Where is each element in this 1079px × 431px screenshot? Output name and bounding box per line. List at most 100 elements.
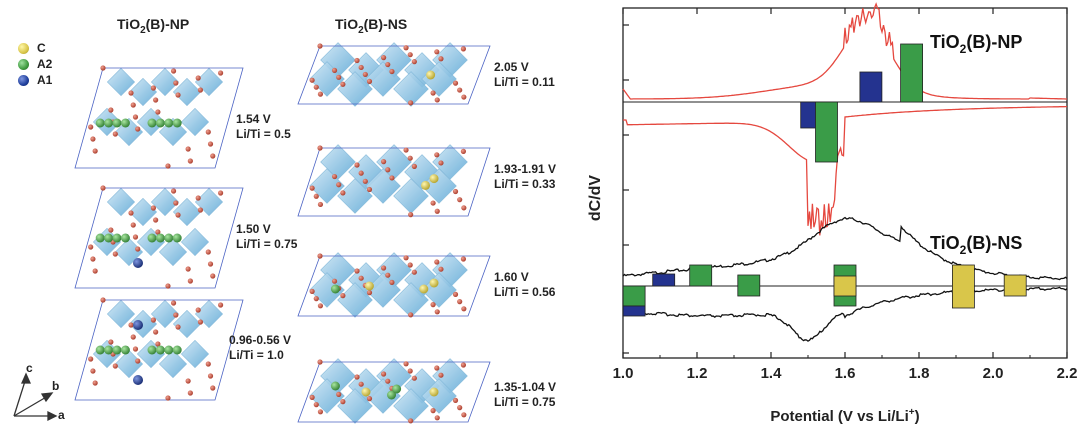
oxygen-atom	[340, 399, 346, 405]
oxygen-atom	[434, 415, 440, 421]
oxygen-atom	[403, 45, 409, 51]
oxygen-atom	[90, 368, 96, 374]
oxygen-atom	[381, 159, 387, 165]
oxygen-atom	[430, 90, 436, 96]
series-label-np: TiO2(B)-NP	[930, 32, 1022, 56]
c-lithium	[429, 174, 439, 184]
oxygen-atom	[434, 365, 440, 371]
x-tick-label: 1.4	[761, 365, 783, 382]
oxygen-atom	[385, 167, 391, 173]
np-structures	[74, 65, 244, 401]
a2-lithium	[172, 233, 182, 243]
oxygen-atom	[385, 272, 391, 278]
oxygen-atom	[173, 312, 179, 318]
crystal-structure	[74, 65, 244, 169]
oxygen-atom	[354, 268, 360, 274]
oxygen-atom	[185, 378, 191, 384]
oxygen-atom	[460, 46, 466, 52]
crystal-structure	[297, 42, 491, 107]
oxygen-atom	[92, 148, 98, 154]
a2-lithium	[147, 118, 157, 128]
crystal-structures	[13, 42, 491, 424]
ns-discharge-curve	[622, 286, 1068, 342]
a2-lithium	[164, 345, 174, 355]
octahedron	[180, 107, 210, 137]
oxygen-atom	[381, 265, 387, 271]
unit-cell	[297, 45, 491, 105]
oxygen-atom	[218, 190, 224, 196]
c-lithium	[361, 387, 371, 397]
oxygen-atom	[385, 61, 391, 68]
oxygen-atom	[130, 334, 136, 340]
oxygen-atom	[210, 385, 216, 391]
crystal-structure	[297, 252, 491, 318]
oxygen-atom	[135, 126, 141, 132]
ns-label-4: 1.35-1.04 V Li/Ti = 0.75	[494, 380, 557, 409]
oxygen-atom	[411, 163, 417, 169]
np-discharge-curve	[623, 105, 1067, 236]
oxygen-atom	[407, 52, 413, 58]
a1-site-icon	[18, 74, 29, 86]
ns-label-1: 2.05 V Li/Ti = 0.11	[494, 60, 555, 89]
oxygen-atom	[340, 293, 346, 299]
oxygen-atom	[153, 217, 159, 223]
oxygen-atom	[313, 84, 319, 90]
oxygen-atom	[309, 394, 315, 400]
oxygen-atom	[175, 92, 181, 98]
oxygen-atom	[408, 212, 414, 218]
oxygen-atom	[336, 182, 342, 188]
oxygen-atom	[205, 361, 211, 367]
x-tick-label: 2.2	[1057, 365, 1078, 382]
a2-lithium	[172, 345, 182, 355]
c-lithium	[426, 70, 436, 80]
oxygen-atom	[309, 288, 315, 294]
oxygen-atom	[150, 317, 156, 323]
oxygen-atom	[457, 299, 463, 305]
c-lithium	[429, 387, 439, 397]
oxygen-atom	[108, 107, 114, 113]
x-axis-label: Potential (V vs Li/Li+)	[770, 407, 919, 425]
np-label-1: 1.54 V Li/Ti = 0.5	[236, 112, 291, 141]
octahedron	[106, 299, 136, 329]
oxygen-atom	[461, 205, 467, 211]
baselines	[623, 101, 1067, 287]
oxygen-atom	[331, 67, 338, 73]
oxygen-atom	[218, 302, 224, 308]
oxygen-atom	[165, 283, 171, 289]
octahedron	[337, 178, 373, 214]
a1-lithium	[133, 375, 143, 385]
oxygen-atom	[185, 146, 191, 152]
oxygen-atom	[438, 372, 444, 378]
oxygen-atom	[155, 229, 161, 235]
oxygen-atom	[132, 346, 139, 352]
octahedron	[158, 117, 188, 147]
a2-lithium	[172, 118, 182, 128]
oxygen-atom	[165, 395, 171, 401]
oxygen-atom	[165, 163, 171, 169]
oxygen-atom	[381, 55, 387, 61]
crystal-structure	[74, 297, 244, 401]
oxygen-atom	[460, 362, 466, 368]
curves	[622, 2, 1068, 342]
oxygen-atom	[434, 152, 440, 158]
octahedron	[150, 187, 180, 217]
axis-b-label: b	[52, 379, 60, 393]
oxygen-atom	[132, 114, 139, 120]
x-tick-label: 1.0	[613, 365, 634, 382]
a2-lithium	[147, 233, 157, 243]
oxygen-atom	[195, 307, 201, 313]
a2-lithium	[387, 390, 396, 400]
oxygen-atom	[132, 234, 139, 240]
oxygen-atom	[407, 262, 413, 268]
oxygen-atom	[170, 300, 177, 306]
c-lithium	[421, 180, 430, 190]
oxygen-atom	[153, 97, 159, 103]
ns-charge-curve	[622, 216, 1068, 281]
oxygen-atom	[434, 208, 440, 214]
x-tick-label: 2.0	[983, 365, 1004, 382]
a2-lithium	[104, 233, 114, 243]
oxygen-atom	[366, 396, 373, 402]
np-column-title: TiO2(B)-NP	[117, 16, 190, 36]
oxygen-atom	[460, 256, 466, 262]
oxygen-atom	[153, 329, 159, 335]
